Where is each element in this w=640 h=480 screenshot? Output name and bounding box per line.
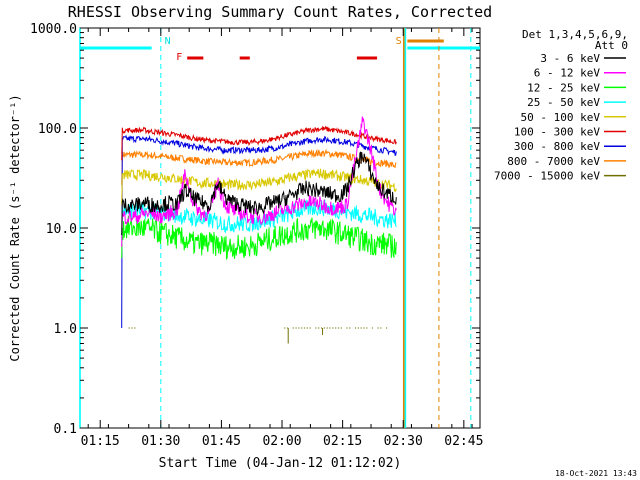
legend-header: Det 1,3,4,5,6,9, [522,28,628,41]
x-tick-label: 02:00 [262,434,301,449]
flag-letter-n: N [165,36,171,47]
y-tick-label: 10.0 [46,222,77,237]
legend-label: 25 - 50 keV [527,96,600,109]
legend: Det 1,3,4,5,6,9,Att 03 - 6 keV 6 - 12 keV… [494,28,628,183]
legend-label: 6 - 12 keV [534,67,601,80]
legend-label: 100 - 300 keV [514,126,600,139]
series-line [121,168,397,206]
flag-letter-s: S [396,36,402,47]
y-axis: 0.1 1.0 10.0 100.0 1000.0 [30,22,480,437]
y-tick-label: 100.0 [38,122,77,137]
series-line [121,151,397,236]
legend-header: Att 0 [595,39,628,52]
y-tick-label: 1.0 [54,322,77,337]
legend-label: 50 - 100 keV [521,111,601,124]
series-line [121,148,397,185]
legend-label: 800 - 7000 keV [507,155,600,168]
legend-label: 3 - 6 keV [540,52,600,65]
x-tick-label: 01:45 [202,434,241,449]
series-line [121,134,397,329]
y-tick-label: 0.1 [54,422,77,437]
x-tick-label: 01:15 [81,434,120,449]
x-tick-label: 01:30 [141,434,180,449]
legend-label: 12 - 25 keV [527,81,600,94]
flag-letter-f: F [176,52,182,63]
x-tick-label: 02:30 [384,434,423,449]
chart-title: RHESSI Observing Summary Count Rates, Co… [68,3,492,21]
series-line [121,215,397,261]
x-tick-label: 02:15 [323,434,362,449]
timestamp: 18-Oct-2021 13:43 [555,469,637,478]
legend-label: 7000 - 15000 keV [494,170,600,183]
flag-annotations: NF S [165,36,444,63]
x-axis-label: Start Time (04-Jan-12 01:12:02) [159,456,402,471]
x-axis: 01:15 01:30 01:45 02:00 02:15 02:30 02:45 [81,28,483,449]
legend-label: 300 - 800 keV [514,140,600,153]
y-axis-label: Corrected Count Rate (s⁻¹ detector⁻¹) [8,94,22,361]
series-lines [121,116,397,344]
y-tick-label: 1000.0 [30,22,77,37]
series-line [121,125,397,161]
x-tick-label: 02:45 [444,434,483,449]
